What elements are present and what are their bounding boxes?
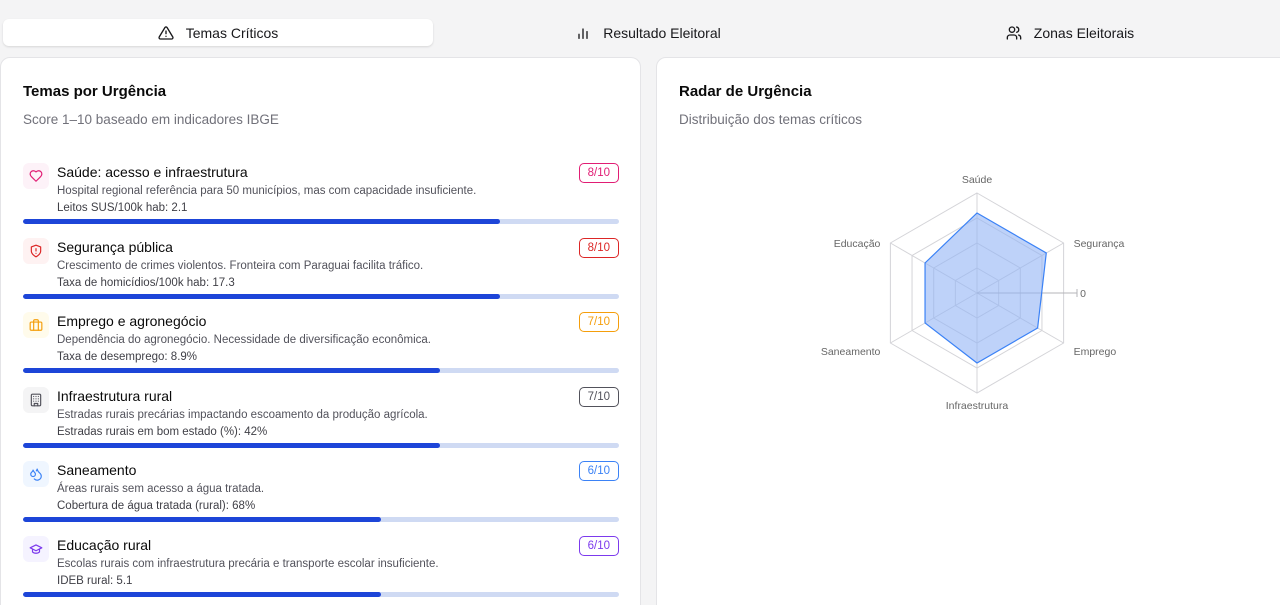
score-progress-bar: [23, 219, 619, 224]
radar-urgencia-card: Radar de Urgência Distribuição dos temas…: [656, 57, 1280, 605]
radar-axis-label: Saneamento: [821, 346, 881, 358]
alert-triangle-icon: [158, 26, 174, 40]
score-progress-fill: [23, 591, 381, 597]
tema-metric: Taxa de desemprego: 8.9%: [57, 351, 198, 363]
building-icon: [30, 393, 42, 406]
score-progress-bar: [23, 517, 619, 522]
temas-urgencia-card: Temas por Urgência Score 1–10 baseado em…: [0, 57, 641, 605]
card-title: Temas por Urgência: [23, 83, 167, 100]
graduation-cap-icon: [29, 543, 43, 554]
tema-name: Educação rural: [57, 536, 152, 553]
tema-icon-box: [23, 237, 49, 264]
tab-bar: Temas Críticos Resultado Eleitoral Zonas…: [0, 13, 1280, 53]
tema-metric: Taxa de homicídios/100k hab: 17.3: [57, 276, 235, 289]
tab-label: Temas Críticos: [185, 25, 279, 41]
shield-alert-icon: [30, 244, 42, 257]
tema-icon-box: [23, 461, 49, 487]
tema-metric: IDEB rural: 5.1: [57, 574, 133, 587]
tab-zonas-eleitorais[interactable]: Zonas Eleitorais: [863, 19, 1277, 47]
tab-label: Resultado Eleitoral: [603, 25, 721, 41]
droplets-icon: [30, 468, 42, 481]
tema-metric: Cobertura de água tratada (rural): 68%: [57, 500, 256, 512]
tema-name: Saneamento: [57, 462, 137, 478]
radar-axis-label: Educação: [834, 238, 881, 250]
radar-axis-label: Saúde: [962, 174, 993, 186]
tema-item: Saúde: acesso e infraestrutura Hospital …: [23, 163, 619, 229]
radar-chart-svg: 0 Saúde Segurança Emprego Infraestrutura Sane…: [821, 174, 1125, 412]
card-subtitle: Score 1–10 baseado em indicadores IBGE: [23, 112, 279, 127]
score-badge: 6/10: [578, 535, 619, 556]
score-progress-bar: [23, 442, 619, 448]
score-progress-fill: [23, 368, 441, 373]
tab-temas-criticos[interactable]: Temas Críticos: [3, 19, 433, 47]
briefcase-icon: [29, 319, 43, 331]
tab-resultado-eleitoral[interactable]: Resultado Eleitoral: [433, 19, 863, 47]
score-badge: 7/10: [578, 312, 619, 332]
tema-name: Saúde: acesso e infraestrutura: [57, 164, 248, 180]
bar-chart-icon: [578, 28, 588, 39]
tema-metric: Estradas rurais em bom estado (%): 42%: [57, 425, 268, 438]
tema-item: Infraestrutura rural Estradas rurais pre…: [23, 386, 619, 453]
score-badge: 6/10: [578, 461, 619, 481]
tema-item: Segurança pública Crescimento de crimes …: [23, 237, 619, 304]
tema-item: Educação rural Escolas rurais com infrae…: [23, 535, 619, 602]
radar-axis-label: Infraestrutura: [946, 400, 1009, 412]
score-progress-fill: [23, 442, 441, 448]
tema-description: Dependência do agronegócio. Necessidade …: [57, 334, 431, 346]
tema-description: Hospital regional referência para 50 mun…: [57, 185, 477, 197]
tema-name: Emprego e agronegócio: [57, 313, 207, 329]
users-icon: [1006, 26, 1022, 40]
score-progress-bar: [23, 591, 619, 597]
score-badge: 8/10: [578, 237, 619, 258]
radar-chart: 0 Saúde Segurança Emprego Infraestrutura Sane…: [807, 168, 1147, 428]
tema-description: Crescimento de crimes violentos. Frontei…: [57, 259, 424, 272]
score-progress-bar: [23, 293, 619, 299]
card-subtitle: Distribuição dos temas críticos: [679, 112, 863, 127]
radar-data-polygon: [924, 212, 1047, 364]
tema-description: Escolas rurais com infraestrutura precár…: [57, 557, 439, 570]
heart-icon: [29, 170, 43, 182]
radar-axis-label: Emprego: [1074, 346, 1117, 358]
tema-name: Infraestrutura rural: [57, 387, 173, 404]
tema-icon-box: [23, 163, 49, 189]
tema-icon-box: [23, 535, 49, 562]
tema-metric: Leitos SUS/100k hab: 2.1: [57, 202, 188, 214]
radar-radius-tick-label: 0: [1080, 288, 1086, 300]
score-progress-fill: [23, 517, 381, 522]
score-badge: 8/10: [578, 163, 619, 183]
tema-description: Estradas rurais precárias impactando esc…: [57, 408, 428, 421]
tema-name: Segurança pública: [57, 238, 173, 255]
tab-label: Zonas Eleitorais: [1033, 25, 1135, 41]
score-progress-fill: [23, 219, 500, 224]
score-progress-fill: [23, 293, 500, 299]
score-progress-bar: [23, 368, 619, 373]
radar-axis-label: Segurança: [1074, 238, 1125, 250]
score-badge: 7/10: [578, 386, 619, 407]
tema-item: Saneamento Áreas rurais sem acesso a águ…: [23, 461, 619, 527]
active-tab-indicator: [3, 19, 433, 46]
card-title: Radar de Urgência: [679, 83, 812, 100]
tema-item: Emprego e agronegócio Dependência do agr…: [23, 312, 619, 378]
tema-icon-box: [23, 312, 49, 338]
tema-icon-box: [23, 386, 49, 413]
tema-description: Áreas rurais sem acesso a água tratada.: [57, 483, 265, 495]
